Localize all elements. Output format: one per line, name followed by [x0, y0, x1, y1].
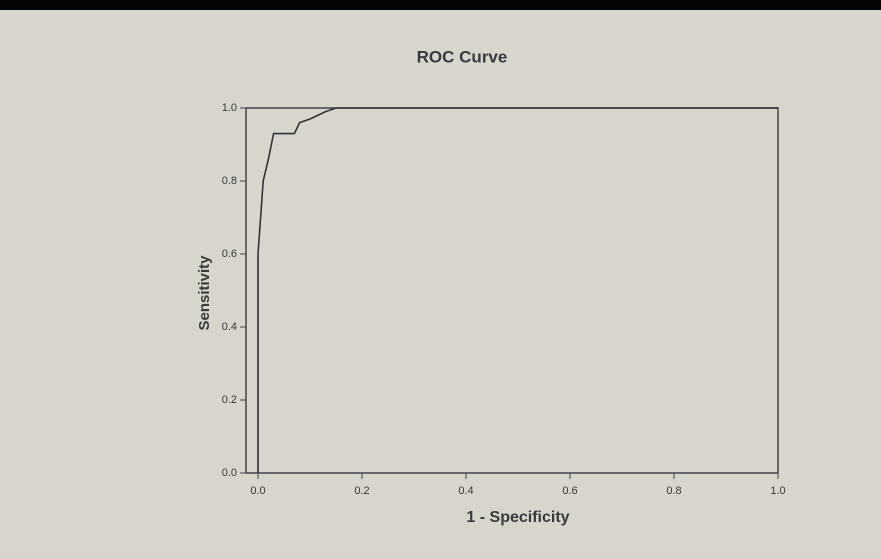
y-tick-label: 0.6: [222, 248, 237, 260]
x-tick-label: 0.6: [562, 485, 577, 497]
x-tick-label: 1.0: [770, 485, 785, 497]
x-axis-label: 1 - Specificity: [466, 509, 569, 526]
chart-title: ROC Curve: [417, 47, 508, 66]
y-tick-label: 0.0: [222, 467, 237, 479]
top-band: [0, 0, 881, 10]
x-tick-label: 0.0: [250, 485, 265, 497]
x-tick-label: 0.2: [354, 485, 369, 497]
y-tick-label: 0.2: [222, 394, 237, 406]
x-tick-label: 0.8: [666, 485, 681, 497]
y-tick-label: 1.0: [222, 102, 237, 114]
chart: ROC Curve 1 - Specificity Sensitivity 0.…: [0, 0, 881, 559]
y-tick-label: 0.4: [222, 321, 237, 333]
x-tick-label: 0.4: [458, 485, 473, 497]
page: {"chart_data": {"type": "line", "title":…: [0, 0, 881, 559]
y-tick-label: 0.8: [222, 175, 237, 187]
paper: [0, 0, 881, 559]
y-axis-label: Sensitivity: [196, 255, 213, 331]
